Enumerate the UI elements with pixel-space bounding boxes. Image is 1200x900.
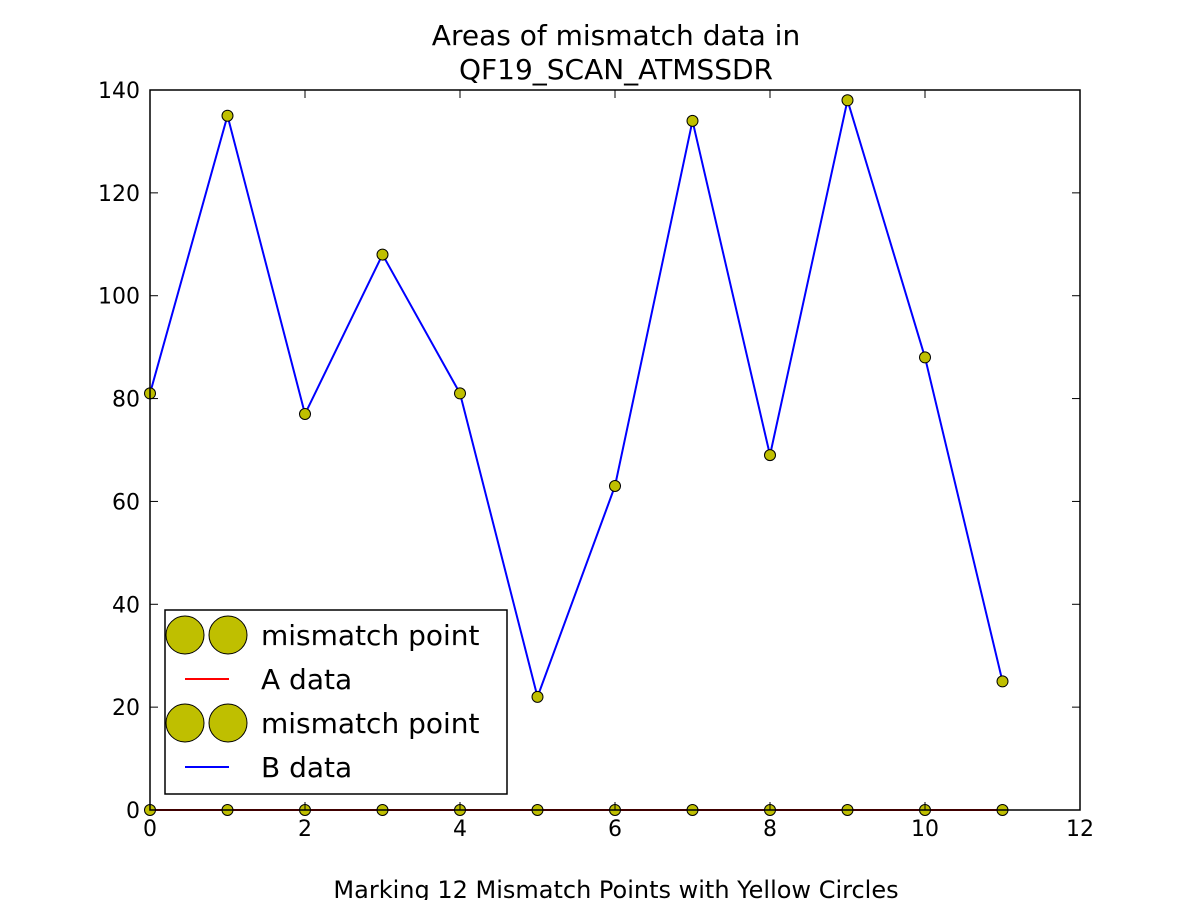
legend-marker-2-a: [165, 703, 205, 743]
mismatch-point-b-2: [299, 408, 311, 420]
x-tick-label-10: 10: [911, 817, 939, 842]
series-line-b-data: [149, 96, 1004, 701]
legend-label-3: B data: [261, 751, 352, 784]
x-axis-label: Marking 12 Mismatch Points with Yellow C…: [333, 876, 898, 900]
mismatch-point-b-3: [376, 248, 389, 261]
mismatch-point-b-6: [609, 480, 621, 492]
legend-marker-0-a: [165, 615, 205, 655]
chart-title-line-1: Areas of mismatch data in: [432, 19, 800, 52]
y-tick-label-40: 40: [112, 593, 140, 618]
mismatch-point-b-7: [686, 114, 699, 127]
x-tick-label-2: 2: [298, 817, 312, 842]
legend-label-2: mismatch point: [261, 707, 480, 740]
mismatch-point-b-11: [996, 675, 1009, 688]
chart-title-line-2: QF19_SCAN_ATMSSDR: [459, 53, 773, 86]
legend-marker-0-b: [208, 615, 248, 655]
mismatch-point-b-9: [841, 94, 854, 107]
y-tick-label-140: 140: [98, 79, 140, 104]
x-tick-label-4: 4: [453, 817, 467, 842]
mismatch-point-b-4: [454, 387, 466, 400]
x-tick-label-0: 0: [143, 817, 157, 842]
x-tick-label-12: 12: [1066, 817, 1094, 842]
y-tick-label-120: 120: [98, 182, 140, 207]
mismatch-point-b-8: [764, 449, 776, 462]
y-tick-label-60: 60: [112, 490, 140, 515]
x-tick-label-8: 8: [763, 817, 777, 842]
legend-label-1: A data: [261, 663, 352, 696]
y-tick-label-80: 80: [112, 388, 140, 413]
y-tick-label-100: 100: [98, 285, 140, 310]
legend: mismatch point A data mismatch point B data: [164, 609, 508, 795]
x-tick-label-6: 6: [608, 817, 622, 842]
legend-label-0: mismatch point: [261, 619, 480, 652]
y-tick-label-0: 0: [126, 799, 140, 824]
legend-marker-2-b: [208, 703, 248, 743]
mismatch-point-b-1: [221, 109, 234, 122]
mismatch-point-b-10: [919, 351, 931, 364]
mismatch-point-b-5: [531, 690, 544, 703]
y-tick-label-20: 20: [112, 696, 140, 721]
